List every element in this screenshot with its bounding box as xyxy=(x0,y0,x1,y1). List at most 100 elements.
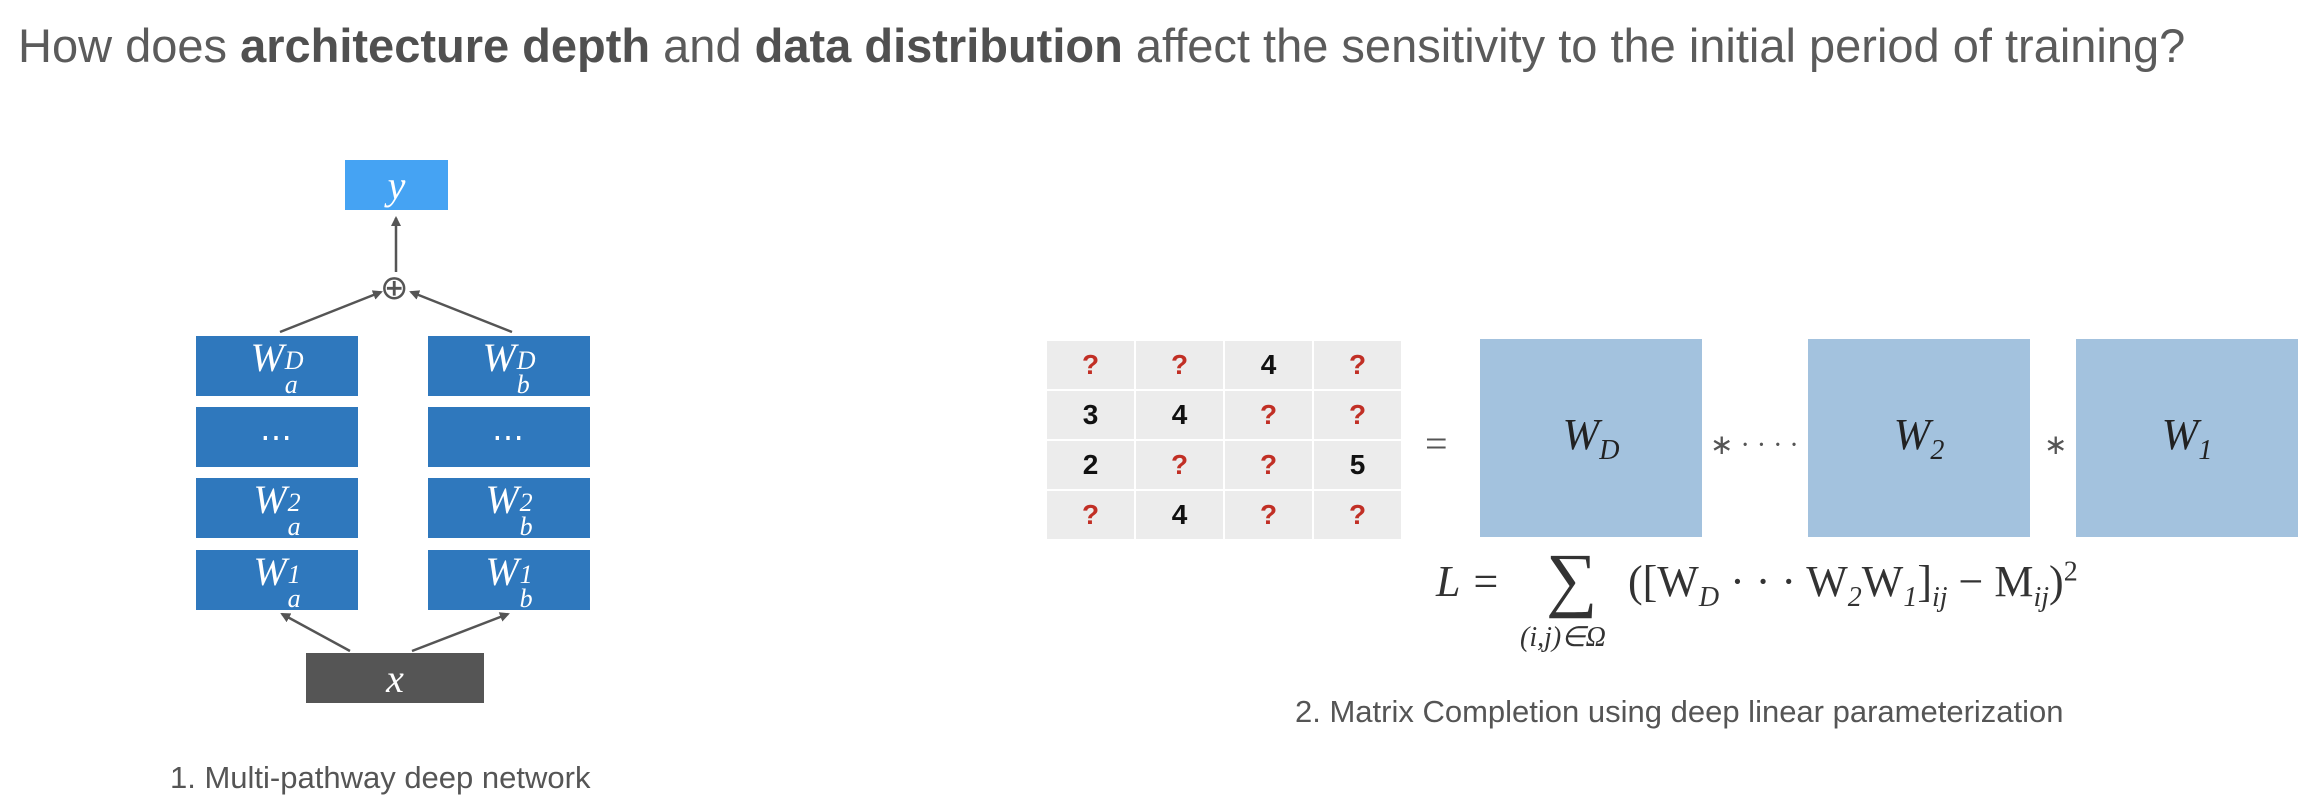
input-node: x xyxy=(306,653,484,703)
factor-sub: 1 xyxy=(2198,434,2213,466)
factor-wd-label: WD xyxy=(1563,409,1620,467)
formula-power: 2 xyxy=(2063,556,2078,588)
input-label: x xyxy=(386,655,404,701)
title-text-2: and xyxy=(650,19,755,72)
weight-base: W xyxy=(485,477,519,523)
factor-w2: W2 xyxy=(1808,339,2030,537)
arrow-b-to-combine xyxy=(409,290,513,334)
formula-open: ([W xyxy=(1628,557,1699,606)
matrix-cell: 4 xyxy=(1134,489,1225,541)
matrix-row: ? 4?? xyxy=(1045,489,1403,541)
matrix-cell: 5 xyxy=(1312,439,1403,491)
formula-sub-d: D xyxy=(1698,581,1720,613)
matrix-cell: 3 xyxy=(1045,389,1136,441)
factor-base: W xyxy=(1562,410,1600,460)
title-bold-depth: architecture depth xyxy=(240,19,651,72)
dots-a: ⋯ xyxy=(260,419,294,455)
matrix-cell: ? xyxy=(1312,339,1403,391)
output-node: y xyxy=(345,160,448,210)
weight-sub: b xyxy=(519,511,533,541)
formula-w1: W xyxy=(1861,557,1904,606)
matrix-row: 2?? 5 xyxy=(1045,439,1403,491)
combine-symbol: ⊕ xyxy=(380,268,409,308)
weight-sub: a xyxy=(287,511,301,541)
matrix-row: 3 4?? xyxy=(1045,389,1403,441)
weight-base: W xyxy=(250,335,284,381)
loss-formula: L = xyxy=(1436,556,1500,607)
matrix-row: ?? 4? xyxy=(1045,339,1403,391)
dots-b: ⋯ xyxy=(492,419,526,455)
block-b-dots: ⋯ xyxy=(428,407,590,467)
matrix-cell: ? xyxy=(1312,389,1403,441)
matrix-caption: 2. Matrix Completion using deep linear p… xyxy=(1295,694,2064,729)
weight-base: W xyxy=(253,477,287,523)
factor-w1: W1 xyxy=(2076,339,2298,537)
matrix-cell: 4 xyxy=(1223,339,1314,391)
matrix-cell: ? xyxy=(1134,439,1225,491)
weight-sup: 1 xyxy=(287,560,301,590)
matrix-cell: ? xyxy=(1045,339,1136,391)
arrow-x-to-b xyxy=(411,612,510,653)
equals-sign: = xyxy=(1425,421,1448,466)
matrix-cell: ? xyxy=(1223,489,1314,541)
sum-symbol: ∑ xyxy=(1546,539,1598,619)
factor-base: W xyxy=(2161,410,2199,460)
factor-w2-label: W2 xyxy=(1894,409,1945,467)
observed-matrix: ?? 4? 3 4?? 2?? 5? 4?? xyxy=(1045,339,1403,541)
weight-sup: 1 xyxy=(519,560,533,590)
loss-body: ([WD · · · W2W1]ij − Mij)2 xyxy=(1628,556,2078,614)
arrow-a-to-combine xyxy=(279,290,383,334)
matrix-cell: ? xyxy=(1223,439,1314,491)
title-bold-data: data distribution xyxy=(754,19,1123,72)
factor-wd: WD xyxy=(1480,339,1702,537)
weight-base: W xyxy=(482,335,516,381)
weight-sub: b xyxy=(519,583,533,613)
matrix-cell: ? xyxy=(1312,489,1403,541)
weight-base: W xyxy=(253,549,287,595)
title-text-1: How does xyxy=(18,19,241,72)
factor-sub: 2 xyxy=(1930,434,1945,466)
matrix-cell: ? xyxy=(1045,489,1136,541)
weight-sup: D xyxy=(284,346,304,376)
weight-base: W xyxy=(485,549,519,595)
matrix-cell: 2 xyxy=(1045,439,1136,491)
matrix-cell: ? xyxy=(1223,389,1314,441)
weight-sub: a xyxy=(284,369,298,399)
sum-subscript: (i,j)∈Ω xyxy=(1520,622,1606,653)
formula-close: ) xyxy=(2049,557,2064,606)
factor-base: W xyxy=(1893,410,1931,460)
matrix-cell: ? xyxy=(1134,339,1225,391)
weight-sup: D xyxy=(516,346,536,376)
weight-sub: a xyxy=(287,583,301,613)
arrow-x-to-a xyxy=(280,612,351,653)
matrix-cell: 4 xyxy=(1134,389,1225,441)
block-a-dots: ⋯ xyxy=(196,407,358,467)
formula-bracket: ] xyxy=(1917,557,1932,606)
op-star: ∗ xyxy=(2044,430,2068,461)
page-title: How does architecture depth and data dis… xyxy=(18,18,2185,73)
output-label: y xyxy=(387,162,406,208)
factor-w1-label: W1 xyxy=(2162,409,2213,467)
weight-sub: b xyxy=(516,369,530,399)
formula-lhs: L = xyxy=(1436,557,1501,606)
title-text-3: affect the sensitivity to the initial pe… xyxy=(1122,19,2186,72)
factor-sub: D xyxy=(1599,434,1620,466)
weight-sup: 2 xyxy=(519,488,533,518)
formula-sub-ij: ij xyxy=(1931,581,1948,613)
formula-sub-1: 1 xyxy=(1903,581,1918,613)
formula-minus: − M xyxy=(1947,557,2034,606)
network-caption: 1. Multi-pathway deep network xyxy=(170,760,591,795)
formula-sub-2: 2 xyxy=(1847,581,1862,613)
